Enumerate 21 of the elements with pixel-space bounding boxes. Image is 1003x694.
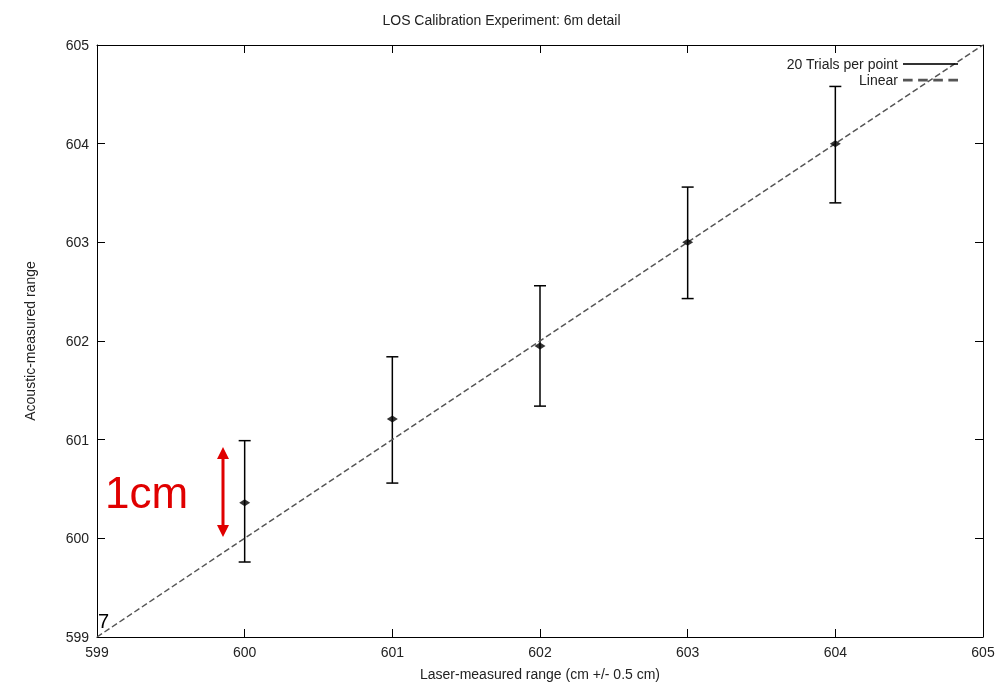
annotation: 1cm (105, 467, 189, 517)
x-axis-title: Laser-measured range (cm +/- 0.5 cm) (419, 666, 661, 682)
y-axis-title: Acoustic-measured range (22, 261, 38, 421)
x-tick-label: 602 (528, 644, 552, 660)
y-tick-label: 602 (65, 333, 90, 349)
x-tick-label: 599 (85, 644, 109, 660)
legend-label: Linear (859, 72, 899, 88)
x-tick-label: 605 (971, 644, 995, 660)
y-tick-label: 603 (65, 234, 90, 251)
y-tick-label: 605 (65, 37, 90, 53)
y-tick-label: 601 (65, 431, 90, 448)
x-tick-label: 604 (823, 644, 848, 660)
annotation: 7 (98, 610, 110, 632)
x-tick-label: 603 (675, 644, 700, 660)
y-tick-label: 604 (65, 135, 90, 152)
legend-label: 20 Trials per point (786, 56, 899, 72)
y-tick-label: 599 (65, 629, 90, 645)
x-tick-label: 601 (380, 644, 405, 660)
chart-title: LOS Calibration Experiment: 6m detail (382, 12, 621, 28)
x-tick-label: 600 (232, 644, 257, 660)
y-tick-label: 600 (65, 530, 90, 547)
